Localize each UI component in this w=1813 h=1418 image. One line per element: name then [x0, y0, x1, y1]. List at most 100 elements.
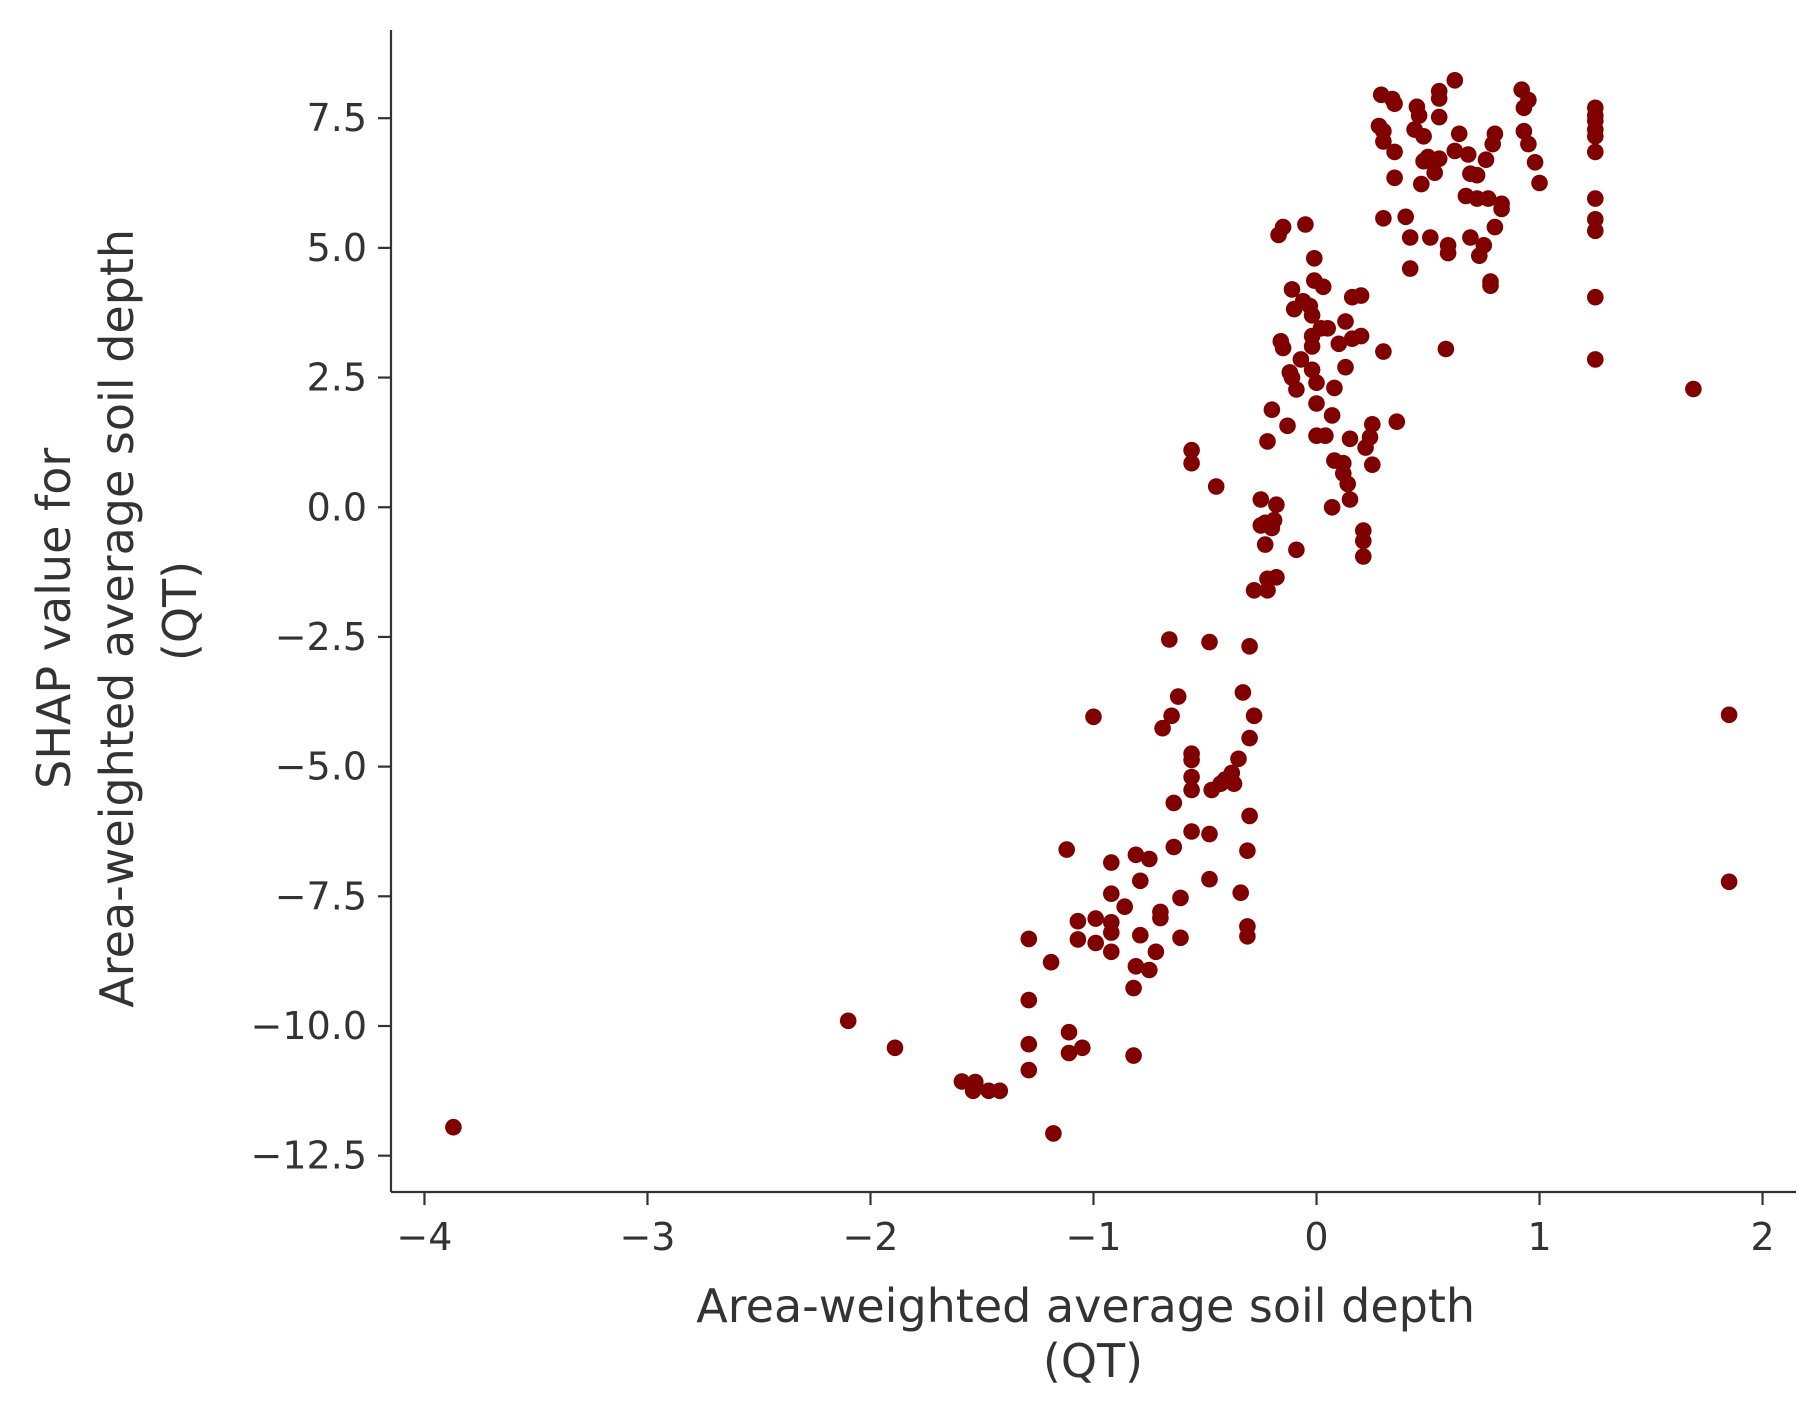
data-point	[1292, 351, 1310, 368]
data-point	[1163, 707, 1180, 725]
data-point	[1183, 781, 1200, 799]
data-point	[1375, 133, 1392, 150]
data-point	[1415, 128, 1432, 145]
y-axis-title-line-2: Area-weighted average soil depth	[90, 229, 144, 1008]
data-point	[1241, 807, 1258, 825]
x-axis-ticks: −4 −3 −2 −1 0 1 2	[396, 1192, 1775, 1259]
data-point	[1234, 684, 1252, 701]
data-point	[1475, 237, 1493, 254]
data-point	[1183, 751, 1200, 769]
data-point	[1323, 407, 1341, 424]
data-point	[1103, 943, 1120, 961]
data-point	[1352, 287, 1370, 304]
data-point	[1337, 313, 1354, 330]
data-point	[1587, 190, 1604, 207]
data-point	[1323, 499, 1341, 516]
data-point	[1069, 931, 1087, 948]
data-point	[1103, 924, 1120, 941]
data-point	[1685, 380, 1702, 398]
data-point	[1279, 417, 1296, 435]
x-tick-label: 1	[1527, 1215, 1551, 1259]
data-point	[1252, 491, 1270, 508]
data-point	[1437, 340, 1455, 358]
data-point	[1430, 90, 1448, 107]
data-point	[1183, 454, 1200, 472]
data-point	[1479, 190, 1497, 207]
data-point	[1245, 582, 1263, 599]
data-point	[1141, 850, 1158, 868]
data-point	[445, 1118, 462, 1136]
data-point	[1477, 151, 1495, 168]
data-point	[1241, 729, 1258, 747]
y-tick-label: −10.0	[251, 1004, 367, 1048]
data-point	[1364, 456, 1381, 474]
data-point	[1132, 872, 1149, 890]
data-point	[1225, 775, 1243, 792]
data-point	[1241, 638, 1258, 655]
data-point	[1341, 430, 1359, 448]
data-point	[1060, 1044, 1078, 1062]
data-point	[1515, 122, 1533, 140]
data-point	[1526, 154, 1544, 171]
data-point	[1335, 454, 1352, 472]
data-point	[1265, 511, 1283, 529]
scatter-points	[445, 72, 1738, 1142]
data-point	[1486, 125, 1504, 143]
data-point	[1303, 307, 1321, 324]
data-point	[1308, 395, 1325, 412]
data-point	[1154, 719, 1171, 737]
data-point	[967, 1073, 984, 1091]
data-point	[1375, 343, 1392, 360]
data-point	[1462, 229, 1479, 246]
data-point	[1339, 475, 1356, 493]
data-point	[1087, 910, 1104, 927]
data-point	[1172, 929, 1189, 947]
data-point	[1330, 335, 1348, 353]
data-point	[1587, 143, 1604, 161]
data-point	[1127, 846, 1145, 864]
data-point	[1087, 934, 1104, 952]
data-point	[1169, 688, 1187, 705]
data-point	[1486, 218, 1504, 236]
data-point	[1183, 768, 1200, 786]
data-point	[1230, 750, 1247, 768]
data-point	[1720, 873, 1738, 891]
data-point	[1201, 825, 1218, 843]
data-point	[1103, 885, 1120, 902]
data-point	[1430, 108, 1448, 126]
data-point	[1207, 478, 1225, 495]
data-point	[1520, 135, 1537, 153]
data-point	[1259, 433, 1276, 450]
y-tick-label: 7.5	[307, 96, 367, 140]
data-point	[1147, 943, 1165, 961]
data-point	[1283, 281, 1301, 298]
data-point	[1386, 169, 1403, 187]
data-point	[1386, 95, 1403, 112]
data-point	[1587, 351, 1604, 368]
data-point	[1045, 1125, 1062, 1142]
data-point	[1397, 208, 1414, 226]
data-point	[1308, 374, 1325, 392]
x-tick-label: −1	[1065, 1215, 1121, 1259]
data-point	[1288, 541, 1305, 559]
x-tick-label: −3	[619, 1215, 675, 1259]
data-point	[1165, 794, 1183, 812]
y-tick-label: 0.0	[307, 485, 367, 529]
data-point	[1060, 1023, 1078, 1041]
data-point	[1020, 930, 1038, 948]
data-point	[1446, 72, 1464, 89]
x-tick-label: 2	[1750, 1215, 1774, 1259]
data-point	[1201, 633, 1218, 651]
data-point	[1020, 991, 1038, 1009]
y-tick-label: −7.5	[275, 874, 367, 918]
data-point	[1263, 401, 1281, 419]
data-point	[1172, 889, 1189, 907]
data-point	[1306, 249, 1323, 267]
data-point	[1720, 706, 1738, 724]
data-point	[1116, 898, 1133, 915]
data-point	[1388, 413, 1406, 431]
data-point	[1303, 361, 1321, 379]
data-point	[1587, 222, 1604, 240]
data-point	[1085, 708, 1102, 726]
